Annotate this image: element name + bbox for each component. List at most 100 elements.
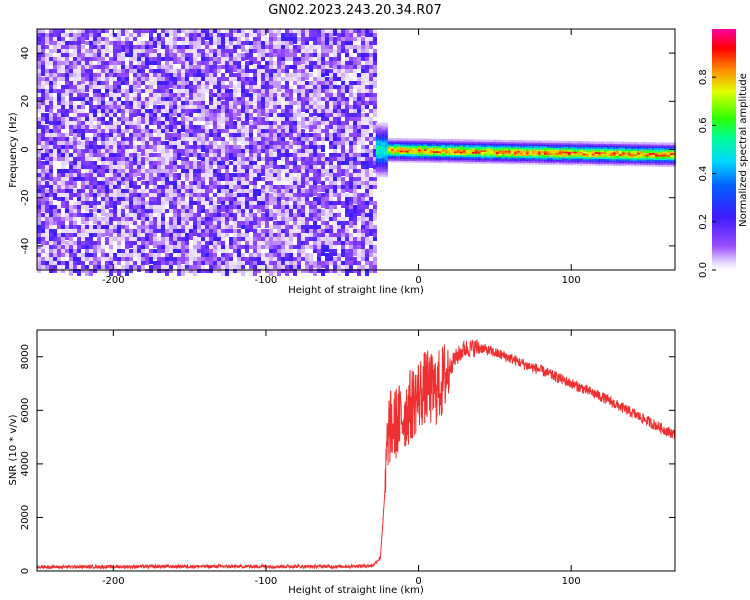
spectrogram-cell [89,269,93,276]
spectrogram-cell [233,213,237,217]
spectrogram-cell [145,161,149,165]
spectrogram-cell [105,193,109,197]
spectrogram-cell [313,201,317,208]
spectrogram-cell [141,53,145,57]
spectrogram-cell [77,133,81,140]
spectrogram-cell [241,109,245,113]
spectrogram-cell [141,181,145,185]
spectrogram-cell [101,173,105,177]
spectrogram-cell [101,157,105,161]
spectrogram-cell [165,105,169,112]
spectrogram-cell [269,109,273,113]
spectrogram-cell [257,149,261,153]
spectrogram-cell [121,233,125,237]
spectrogram-cell [57,185,61,189]
spectrogram-cell [185,65,189,69]
spectrogram-cell [213,133,217,140]
spectrogram-cell [209,29,213,36]
spectrogram-cell [361,141,365,148]
spectrogram-cell [269,121,273,125]
spectrogram-cell [353,29,357,36]
spectrogram-cell [333,193,337,197]
spectrogram-cell [53,221,57,225]
spectrogram-cell [153,57,157,64]
spectrogram-cell [369,53,373,60]
spectrogram-cell [277,133,281,140]
spectrogram-cell [105,165,109,169]
spectrogram-cell [173,205,177,209]
spectrogram-cell [145,109,149,113]
spectrogram-cell [213,225,217,229]
spectrogram-cell [117,117,121,124]
spectrogram-cell [329,225,333,232]
spectrogram-cell [77,265,81,269]
spectrogram-cell [217,81,221,88]
spectrogram-cell [345,137,349,144]
spectrogram-cell [399,158,403,161]
spectrogram-cell [341,61,345,68]
spectrogram-cell [309,261,313,268]
spectrogram-cell [361,217,365,224]
spectrogram-cell [89,149,93,156]
spectrogram-cell [373,177,377,184]
spectrogram-cell [384,122,388,125]
spectrogram-cell [193,77,197,81]
spectrogram-cell [375,142,379,146]
spectrogram-cell [438,159,442,162]
spectrogram-cell [69,85,73,89]
spectrogram-cell [129,233,133,240]
spectrogram-cell [378,144,382,147]
spectrogram-cell [309,177,313,181]
spectrogram-cell [53,205,57,209]
spectrogram-cell [289,217,293,221]
spectrogram-cell [69,241,73,245]
spectrogram-cell [417,160,421,163]
spectrogram-cell [429,155,433,158]
spectrogram-cell [273,141,277,148]
spectrogram-cell [197,85,201,89]
spectrogram-cell [189,181,193,188]
spectrogram-cell [141,197,145,204]
spectrogram-cell [97,49,101,53]
spectrogram-cell [257,85,261,89]
spectrogram-cell [349,141,353,148]
spectrogram-cell [177,201,181,208]
spectrogram-cell [201,157,205,164]
spectrogram-cell [145,149,149,156]
spectrogram-cell [125,165,129,172]
spectrogram-cell [444,152,448,155]
spectrogram-cell [213,29,217,33]
spectrogram-cell [65,85,69,92]
spectrogram-cell [61,145,65,149]
spectrogram-cell [125,89,129,96]
spectrogram-cell [121,269,125,273]
spectrogram-cell [85,217,89,224]
spectrogram-cell [285,265,289,269]
spectrogram-cell [337,69,341,76]
spectrogram-cell [185,205,189,209]
spectrogram-cell [245,137,249,144]
spectrogram-cell [49,225,53,229]
spectrogram-cell [81,269,85,273]
spectrogram-cell [357,85,361,92]
spectrogram-cell [381,168,385,171]
spectrogram-cell [49,237,53,244]
spectrogram-cell [361,69,365,73]
spectrogram-cell [161,233,165,237]
spectrogram-cell [261,233,265,237]
spectrogram-cell [333,165,337,172]
spectrogram-cell [420,157,424,160]
spectrogram-cell [297,105,301,109]
spectrogram-cell [297,201,301,205]
spectrogram-cell [305,157,309,164]
spectrogram-cell [201,57,205,61]
spectrogram-cell [285,117,289,124]
spectrogram-cell [313,245,317,249]
spectrogram-cell [313,61,317,68]
spectrogram-cell [185,185,189,192]
spectrogram-cell [289,57,293,61]
spectrogram-cell [361,185,365,189]
spectrogram-cell [225,149,229,153]
spectrogram-cell [45,101,49,105]
spectrogram-cell [309,145,313,152]
